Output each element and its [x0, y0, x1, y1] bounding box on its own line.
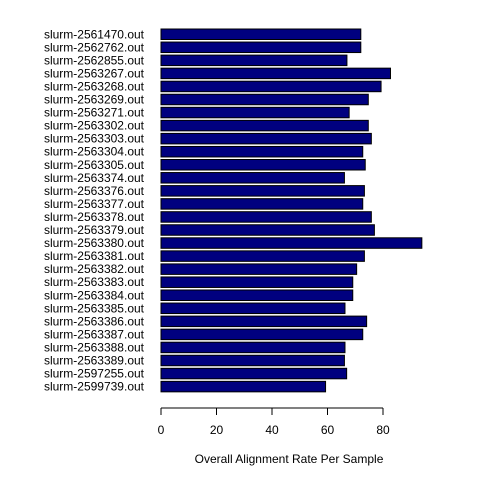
category-label: slurm-2562762.out — [44, 40, 145, 54]
bar — [160, 119, 369, 132]
category-label: slurm-2563302.out — [44, 119, 145, 133]
category-label: slurm-2563383.out — [44, 275, 145, 289]
category-label: slurm-2563384.out — [44, 288, 145, 302]
bar — [160, 367, 348, 380]
bar — [160, 80, 382, 93]
bar — [160, 67, 391, 80]
bar — [160, 224, 375, 236]
category-labels: slurm-2561470.outslurm-2562762.outslurm-… — [44, 27, 145, 393]
x-axis-tick-label: 60 — [321, 423, 335, 437]
bar — [160, 263, 358, 275]
category-label: slurm-2563386.out — [44, 314, 145, 328]
bar — [160, 132, 372, 145]
x-axis-label: Overall Alignment Rate Per Sample — [195, 452, 384, 466]
bar — [160, 276, 354, 288]
bar — [160, 341, 346, 354]
x-axis-tick-label: 20 — [210, 423, 224, 437]
category-label: slurm-2563380.out — [44, 236, 145, 250]
category-label: slurm-2563379.out — [44, 223, 145, 237]
category-label: slurm-2563376.out — [44, 184, 145, 198]
category-label: slurm-2563388.out — [44, 340, 145, 354]
bar — [160, 354, 345, 367]
bar — [160, 250, 365, 262]
bars — [160, 28, 423, 393]
bar — [160, 380, 327, 393]
bar — [160, 302, 346, 315]
category-label: slurm-2562855.out — [44, 53, 145, 67]
category-label: slurm-2563378.out — [44, 210, 145, 224]
bar — [160, 106, 350, 119]
category-label: slurm-2563387.out — [44, 327, 145, 341]
bar — [160, 28, 362, 40]
bar — [160, 145, 364, 158]
bar — [160, 41, 362, 54]
category-label: slurm-2563269.out — [44, 93, 145, 107]
category-label: slurm-2563389.out — [44, 354, 145, 368]
bar — [160, 211, 372, 223]
bar — [160, 328, 364, 341]
category-label: slurm-2563377.out — [44, 197, 145, 211]
category-label: slurm-2563304.out — [44, 145, 145, 159]
bar — [160, 315, 368, 328]
category-label: slurm-2563305.out — [44, 158, 145, 172]
category-label: slurm-2563267.out — [44, 66, 145, 80]
bar — [160, 289, 354, 301]
bar — [160, 54, 348, 67]
bar — [160, 172, 345, 184]
category-label: slurm-2599739.out — [44, 380, 145, 394]
category-label: slurm-2561470.out — [44, 27, 145, 41]
category-label: slurm-2563382.out — [44, 262, 145, 276]
category-label: slurm-2563271.out — [44, 106, 145, 120]
category-label: slurm-2563385.out — [44, 301, 145, 315]
category-label: slurm-2563374.out — [44, 171, 145, 185]
x-axis-tick-label: 0 — [158, 423, 165, 437]
category-label: slurm-2563381.out — [44, 249, 145, 263]
x-axis: 0 20 40 60 80 — [158, 407, 390, 437]
bar — [160, 198, 364, 210]
category-label: slurm-2563268.out — [44, 79, 145, 93]
x-axis-tick-label: 40 — [265, 423, 279, 437]
bar — [160, 159, 366, 171]
bar — [160, 185, 365, 197]
x-axis-tick-label: 80 — [376, 423, 390, 437]
category-label: slurm-2597255.out — [44, 367, 145, 381]
bar — [160, 93, 369, 106]
category-label: slurm-2563303.out — [44, 132, 145, 146]
bar — [160, 237, 423, 249]
